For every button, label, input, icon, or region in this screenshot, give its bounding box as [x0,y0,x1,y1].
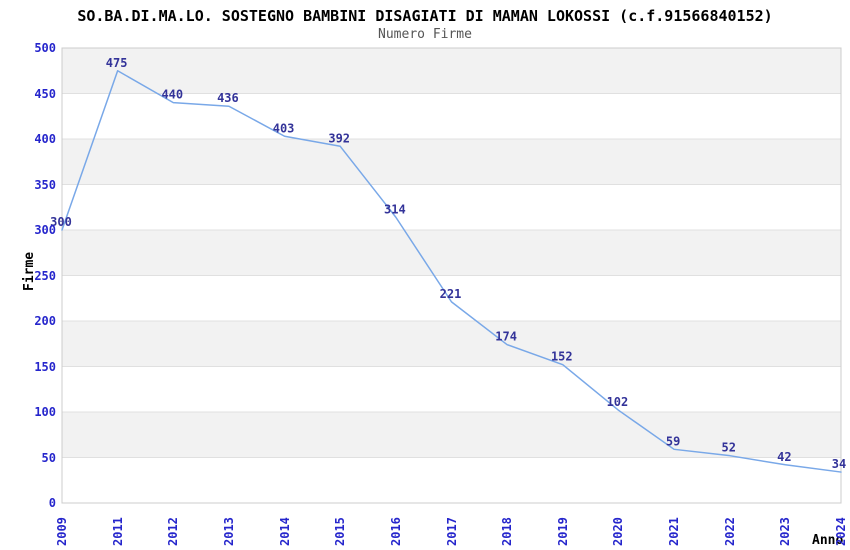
data-point-label: 52 [721,441,735,455]
y-tick-label: 250 [34,268,56,283]
y-tick-label: 300 [34,223,56,237]
data-point-label: 102 [607,395,629,409]
x-tick-label: 2022 [722,517,737,546]
data-point-label: 34 [832,457,846,471]
x-tick-label: 2020 [611,517,626,546]
data-point-label: 42 [777,450,791,464]
plot-band [62,457,841,503]
plot-band [62,321,841,367]
chart-title: SO.BA.DI.MA.LO. SOSTEGNO BAMBINI DISAGIA… [77,7,773,25]
y-tick-label: 200 [34,314,56,328]
x-tick-label: 2021 [667,517,682,546]
x-tick-label: 2013 [221,517,236,546]
chart-subtitle: Numero Firme [378,27,472,42]
x-tick-label: 2011 [110,517,125,546]
y-tick-label: 150 [34,359,56,374]
data-point-label: 314 [384,202,406,216]
data-point-label: 59 [666,434,680,448]
x-tick-label: 2016 [388,517,403,546]
y-tick-label: 500 [34,41,56,55]
plot-band [62,412,841,458]
x-tick-label: 2024 [834,517,848,546]
data-point-label: 221 [440,287,462,301]
x-axis-title: Anno [812,533,844,548]
y-tick-label: 50 [41,450,56,465]
data-point-label: 152 [551,350,573,364]
plot-band [62,275,841,321]
data-point-label: 475 [106,56,128,70]
y-tick-label: 400 [34,132,56,146]
data-point-label: 436 [217,91,239,105]
plot-band [62,48,841,94]
data-point-label: 392 [328,131,350,145]
x-tick-label: 2018 [500,517,515,546]
plot-band [62,184,841,230]
y-tick-label: 450 [34,86,56,101]
plot-band [62,139,841,185]
x-tick-label: 2015 [333,517,348,546]
x-tick-label: 2017 [444,517,459,546]
x-tick-label: 2019 [555,517,570,546]
x-tick-label: 2012 [166,517,181,546]
x-tick-label: 2014 [277,517,292,546]
y-tick-label: 100 [34,405,56,419]
plot-band [62,93,841,139]
data-point-label: 300 [50,215,72,229]
x-tick-label: 2023 [778,517,793,546]
plot-band [62,230,841,276]
y-tick-label: 0 [48,496,56,510]
plot-band [62,366,841,412]
data-point-label: 174 [495,330,517,344]
data-point-label: 403 [273,121,295,135]
data-point-label: 440 [161,88,183,102]
data-line [61,70,842,473]
x-tick-label: 2009 [55,517,69,546]
y-tick-label: 350 [34,177,56,192]
plot-border [61,47,842,504]
